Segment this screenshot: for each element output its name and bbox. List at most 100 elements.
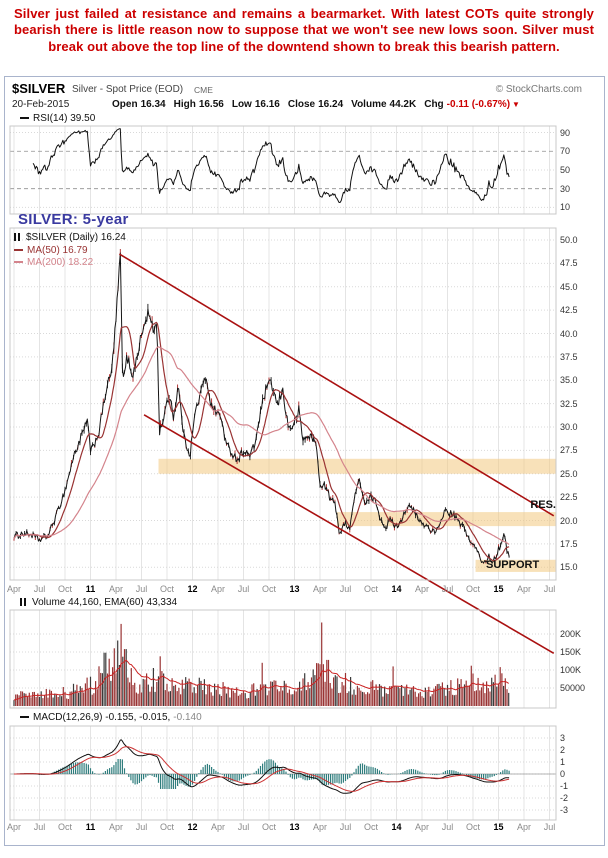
- chg-down-arrow: ▼: [512, 100, 520, 109]
- price-scale-tick: 40.0: [560, 328, 578, 339]
- x-axis-tick: Apr: [108, 822, 123, 832]
- x-axis-tick: Jul: [33, 584, 46, 594]
- chart-frame: [4, 76, 605, 846]
- quote-bar: Open 16.34 High 16.56 Low 16.16 Close 16.24 Volu…: [112, 99, 520, 110]
- x-axis-tick: Oct: [465, 584, 480, 594]
- x-axis-tick: Jul: [237, 584, 250, 594]
- chg-value: -0.11 (-0.67%): [446, 99, 511, 110]
- x-axis-tick: Jul: [237, 822, 250, 832]
- x-axis-tick: Apr: [6, 584, 21, 594]
- price-scale-tick: 37.5: [560, 351, 578, 362]
- rsi-label-text: RSI(14) 39.50: [33, 113, 96, 124]
- volume-value: 44.2K: [389, 99, 417, 110]
- price-scale-tick: 42.5: [560, 305, 578, 316]
- macd-scale-tick: 3: [560, 733, 566, 743]
- exchange-label: CME: [194, 85, 213, 95]
- ma50-legend: MA(50) 16.79: [14, 245, 88, 256]
- x-axis-tick: Jul: [543, 584, 556, 594]
- low-value: 16.16: [254, 99, 280, 110]
- close-label: Close: [287, 99, 316, 110]
- volume-scale-tick: 200K: [560, 629, 582, 639]
- high-value: 16.56: [198, 99, 224, 110]
- x-axis-tick: Apr: [516, 584, 531, 594]
- x-axis-tick: Jul: [33, 822, 46, 832]
- x-axis-tick: 14: [391, 584, 402, 594]
- price-scale-tick: 27.5: [560, 445, 578, 456]
- x-axis-tick: Apr: [108, 584, 123, 594]
- symbol-title: $SILVER: [12, 81, 66, 96]
- macd-scale-tick: -1: [560, 781, 569, 791]
- x-axis-tick: Oct: [363, 584, 378, 594]
- ma200-legend: MA(200) 18.22: [14, 257, 93, 268]
- macd-panel-label: MACD(12,26,9) -0.155, -0.015, -0.140: [20, 712, 202, 723]
- x-axis-tick: Oct: [363, 822, 378, 832]
- price-scale-tick: 15.0: [560, 562, 578, 573]
- x-axis-tick: Oct: [57, 584, 72, 594]
- x-axis-tick: Jul: [543, 822, 556, 832]
- volume-bars-icon: [20, 598, 28, 606]
- price-scale-tick: 22.5: [560, 492, 578, 503]
- open-value: 16.34: [140, 99, 166, 110]
- macd-scale-tick: 2: [560, 745, 566, 755]
- x-axis-tick: 12: [187, 822, 198, 832]
- volume-panel-label: Volume 44,160, EMA(60) 43,334: [20, 597, 177, 608]
- x-axis-tick: 13: [289, 822, 300, 832]
- x-axis-tick: 12: [187, 584, 198, 594]
- x-axis-tick: Jul: [339, 822, 352, 832]
- x-axis-tick: Jul: [135, 584, 148, 594]
- volume-label-text: Volume 44,160, EMA(60) 43,334: [32, 597, 178, 608]
- x-axis-tick: Oct: [159, 584, 174, 594]
- price-scale-tick: 50.0: [560, 235, 578, 245]
- volume-scale-tick: 50000: [560, 683, 586, 693]
- macd-line-icon: [20, 716, 29, 718]
- x-axis-tick: Jul: [339, 584, 352, 594]
- rsi-scale-tick: 50: [560, 164, 571, 175]
- x-axis-tick: 15: [493, 822, 504, 832]
- x-axis-tick: Apr: [210, 822, 225, 832]
- chart-subtitle: SILVER: 5-year: [18, 211, 129, 228]
- x-axis-tick: Apr: [414, 822, 429, 832]
- x-axis-tick: 14: [391, 822, 402, 832]
- volume-scale-tick: 150K: [560, 647, 582, 657]
- x-axis-tick: Apr: [312, 584, 327, 594]
- price-bars-icon: [14, 233, 22, 241]
- symbol-description: Silver - Spot Price (EOD): [72, 84, 184, 95]
- support-label: SUPPORT: [486, 559, 540, 571]
- rsi-scale-tick: 10: [560, 202, 571, 213]
- x-axis-tick: Apr: [414, 584, 429, 594]
- price-scale-tick: 32.5: [560, 398, 578, 409]
- x-axis-tick: Oct: [159, 822, 174, 832]
- ma200-line-icon: [14, 261, 23, 263]
- macd-scale-tick: -2: [560, 793, 569, 803]
- x-axis-tick: 11: [85, 822, 96, 832]
- low-label: Low: [231, 99, 252, 110]
- x-axis-tick: 15: [493, 584, 504, 594]
- volume-label: Volume: [351, 99, 387, 110]
- open-label: Open: [112, 99, 138, 110]
- x-axis-tick: Jul: [135, 822, 148, 832]
- x-axis-tick: Apr: [6, 822, 21, 832]
- x-axis-tick: Jul: [441, 822, 454, 832]
- chg-label: Chg: [424, 99, 444, 110]
- price-scale-tick: 25.0: [560, 468, 578, 479]
- volume-scale-tick: 100K: [560, 665, 582, 675]
- rsi-panel-label: RSI(14) 39.50: [20, 113, 95, 124]
- rsi-scale-tick: 30: [560, 183, 571, 194]
- x-axis-tick: Oct: [261, 822, 276, 832]
- price-scale-tick: 30.0: [560, 422, 578, 432]
- price-scale-tick: 47.5: [560, 258, 578, 269]
- rsi-line-icon: [20, 117, 29, 119]
- x-axis-tick: 11: [85, 584, 96, 594]
- macd-hist-value: -0.140: [173, 712, 202, 723]
- high-label: High: [173, 99, 196, 110]
- x-axis-tick: Oct: [261, 584, 276, 594]
- price-legend-text: $SILVER (Daily) 16.24: [26, 232, 126, 243]
- price-scale-tick: 45.0: [560, 281, 578, 292]
- price-series-legend: $SILVER (Daily) 16.24: [14, 232, 126, 243]
- x-axis-tick: Apr: [312, 822, 327, 832]
- x-axis-tick: Oct: [57, 822, 72, 832]
- commentary-text: Silver just failed at resistance and rem…: [14, 6, 594, 54]
- price-scale-tick: 20.0: [560, 515, 578, 526]
- x-axis-tick: Apr: [516, 822, 531, 832]
